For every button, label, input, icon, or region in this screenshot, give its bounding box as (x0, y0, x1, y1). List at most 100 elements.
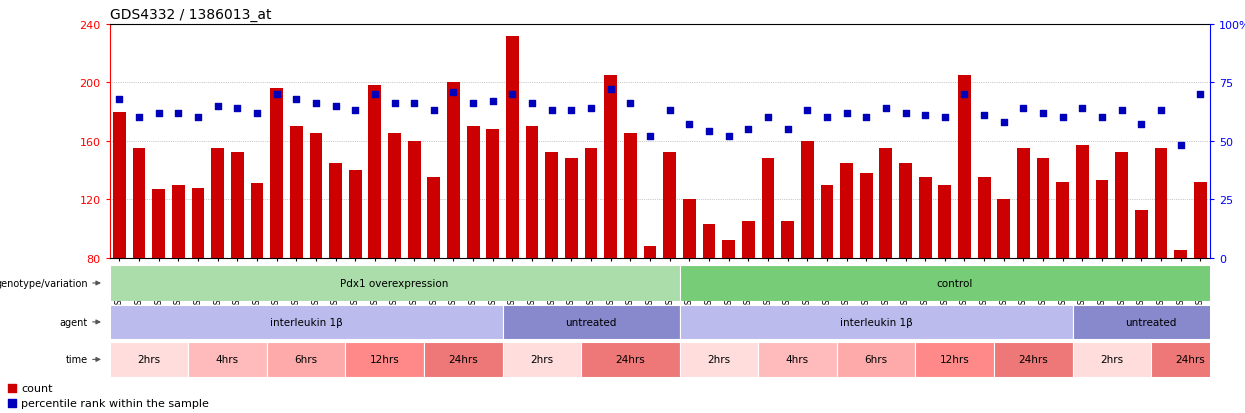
Text: count: count (21, 383, 52, 393)
Bar (467, 127, 479, 258)
Bar (762, 159, 774, 258)
Point (1190, 91, 1210, 98)
Text: 2hrs: 2hrs (137, 354, 161, 365)
Bar (565, 159, 578, 258)
Point (660, 108, 680, 114)
Point (857, 115, 876, 121)
Point (994, 119, 1013, 126)
Point (483, 98, 503, 105)
Point (1092, 115, 1112, 121)
Point (915, 112, 935, 119)
Text: 12hrs: 12hrs (370, 354, 400, 365)
Bar (1152, 342, 1230, 377)
Point (1132, 122, 1152, 128)
Point (1152, 108, 1172, 114)
Bar (899, 163, 911, 258)
Bar (1135, 210, 1148, 258)
Bar (644, 247, 656, 258)
Point (345, 108, 365, 114)
Bar (425, 342, 503, 377)
Bar (1154, 149, 1168, 258)
Text: 24hrs: 24hrs (1018, 354, 1048, 365)
Point (365, 91, 385, 98)
Bar (172, 185, 184, 258)
Bar (270, 89, 283, 258)
Bar (310, 134, 322, 258)
Text: 24hrs: 24hrs (448, 354, 478, 365)
Bar (624, 134, 636, 258)
Bar (329, 163, 342, 258)
Point (168, 110, 188, 117)
Bar (915, 342, 994, 377)
Point (640, 133, 660, 140)
Text: time: time (66, 354, 88, 365)
Point (286, 96, 306, 103)
Point (680, 122, 700, 128)
Text: percentile rank within the sample: percentile rank within the sample (21, 398, 209, 408)
Bar (581, 342, 680, 377)
Bar (1037, 159, 1050, 258)
Point (698, 129, 718, 135)
Bar (758, 342, 837, 377)
Text: interleukin 1β: interleukin 1β (839, 317, 913, 327)
Point (935, 115, 955, 121)
Point (895, 110, 915, 117)
Bar (585, 149, 598, 258)
Point (758, 115, 778, 121)
Bar (1096, 181, 1108, 258)
Point (817, 115, 837, 121)
Text: 4hrs: 4hrs (215, 354, 239, 365)
Point (443, 89, 463, 96)
Bar (840, 163, 853, 258)
Point (148, 110, 168, 117)
Bar (266, 342, 345, 377)
Bar (820, 185, 833, 258)
Point (208, 103, 228, 110)
Point (542, 108, 561, 114)
Point (778, 126, 798, 133)
Point (284, 322, 304, 328)
Bar (977, 178, 991, 258)
Text: control: control (936, 278, 972, 288)
Point (306, 101, 326, 107)
Bar (192, 188, 204, 258)
Point (837, 110, 857, 117)
Bar (487, 130, 499, 258)
Point (405, 101, 425, 107)
Bar (680, 305, 1072, 339)
Bar (939, 185, 951, 258)
Bar (188, 342, 266, 377)
Point (110, 96, 129, 103)
Point (620, 101, 640, 107)
Point (228, 105, 248, 112)
Bar (110, 265, 680, 301)
Point (876, 105, 896, 112)
Bar (664, 153, 676, 258)
Bar (110, 305, 503, 339)
Bar (349, 171, 361, 258)
Bar (1194, 182, 1206, 258)
Bar (525, 127, 539, 258)
Text: genotype/variation: genotype/variation (0, 278, 88, 288)
Bar (369, 86, 381, 258)
Bar (1116, 153, 1128, 258)
Text: 24hrs: 24hrs (1175, 354, 1205, 365)
Bar (860, 173, 873, 258)
Bar (801, 142, 814, 258)
Bar (503, 342, 581, 377)
Point (718, 133, 738, 140)
Point (1170, 143, 1190, 150)
Text: agent: agent (60, 317, 88, 327)
Text: untreated: untreated (1125, 317, 1177, 327)
Text: 24hrs: 24hrs (615, 354, 645, 365)
Point (188, 115, 208, 121)
Point (1013, 105, 1033, 112)
Bar (781, 222, 794, 258)
Point (284, 181, 304, 188)
Bar (1017, 149, 1030, 258)
Bar (684, 200, 696, 258)
Bar (702, 225, 716, 258)
Point (1072, 105, 1092, 112)
Bar (427, 178, 441, 258)
Bar (722, 241, 735, 258)
